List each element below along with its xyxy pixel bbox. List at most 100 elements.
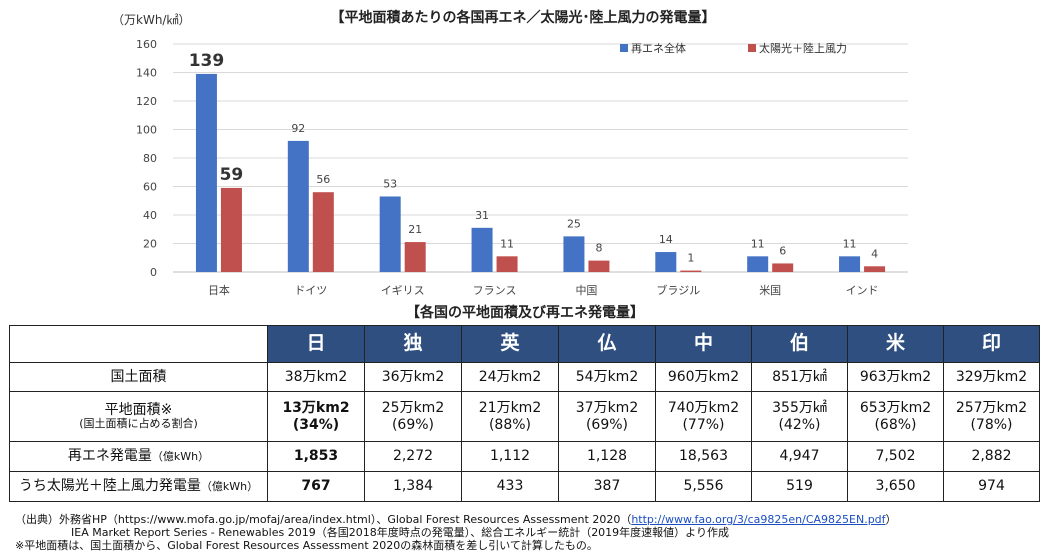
bar-value-label: 14 <box>659 233 673 246</box>
cell: 24万km2 <box>461 362 559 392</box>
bar <box>680 270 702 272</box>
cell: 974 <box>943 471 1040 502</box>
cell: 433 <box>461 471 559 502</box>
row-label-unit: （億kWh） <box>200 480 259 494</box>
cell-value: 355万㎢ <box>772 400 827 417</box>
bar <box>772 263 794 272</box>
cell: 18,563 <box>655 441 752 472</box>
bar <box>655 252 677 272</box>
footnote-note: ※平地面積は、国土面積から、Global Forest Resources As… <box>15 539 598 552</box>
cell-share: (68%) <box>874 416 917 433</box>
bar-value-label: 25 <box>567 217 581 230</box>
table-title: 【各国の平地面積及び再エネ発電量】 <box>406 305 644 321</box>
cell-value: 653万km2 <box>859 400 932 417</box>
cell: 257万km2 (78%) <box>943 391 1040 442</box>
header-row: 日 独 英 仏 中 伯 米 印 <box>9 325 1040 363</box>
category-label: イギリス <box>381 284 425 297</box>
bar <box>195 73 217 272</box>
cell: 4,947 <box>751 441 848 472</box>
category-label: ブラジル <box>656 283 700 297</box>
row-land-area: 国土面積 38万km2 36万km2 24万km2 54万km2 960万km2… <box>9 362 1040 392</box>
cell: 329万km2 <box>943 362 1040 392</box>
cell-value: 37万km2 <box>575 400 639 417</box>
bar-value-label: 139 <box>189 51 225 71</box>
header-uk: 英 <box>461 325 559 363</box>
legend: 再エネ全体 太陽光＋陸上風力 <box>620 41 847 55</box>
header-france: 仏 <box>558 325 656 363</box>
cell: 740万km2 (77%) <box>655 391 752 442</box>
row-renewable-generation: 再エネ発電量（億kWh） 1,853 2,272 1,112 1,128 18,… <box>9 441 1040 472</box>
cell: 355万㎢ (42%) <box>751 391 848 442</box>
row-solar-wind-generation: うち太陽光＋陸上風力発電量（億kWh） 767 1,384 433 387 5,… <box>9 471 1040 502</box>
cell: 387 <box>558 471 656 502</box>
cell: 519 <box>751 471 848 502</box>
y-tick-label: 0 <box>150 266 157 279</box>
cell: 960万km2 <box>655 362 752 392</box>
bar-value-label: 59 <box>220 165 244 185</box>
bar <box>588 260 610 272</box>
footnotes: （出典）外務省HP（https://www.mofa.go.jp/mofaj/a… <box>15 513 1045 552</box>
bar <box>471 227 493 272</box>
bar <box>747 256 769 272</box>
footnote-source-line-2: IEA Market Report Series - Renewables 20… <box>71 526 729 539</box>
cell: 37万km2 (69%) <box>558 391 656 442</box>
cell: 2,882 <box>943 441 1040 472</box>
cell-value: 257万km2 <box>955 400 1028 417</box>
header-japan: 日 <box>267 325 365 363</box>
bar-value-label: 92 <box>291 122 305 135</box>
cell: 1,112 <box>461 441 559 472</box>
cell-share: (42%) <box>778 416 821 433</box>
cell: 7,502 <box>847 441 944 472</box>
legend-swatch <box>620 44 628 52</box>
footnote-source-close: ） <box>885 513 897 526</box>
gridlines <box>173 43 908 273</box>
cell: 25万km2 (69%) <box>364 391 462 442</box>
y-tick-label: 40 <box>143 209 157 222</box>
bar <box>379 196 401 272</box>
cell: 767 <box>267 471 365 502</box>
bar <box>563 236 585 272</box>
footnote-source-line: （出典）外務省HP（https://www.mofa.go.jp/mofaj/a… <box>15 513 1045 526</box>
chart-title: 【平地面積あたりの各国再エネ／太陽光･陸上風力の発電量】 <box>331 9 716 26</box>
bar-value-label: 1 <box>687 252 694 265</box>
row-label: 平地面積※ (国土面積に占める割合) <box>9 391 268 442</box>
header-india: 印 <box>943 325 1040 363</box>
header-usa: 米 <box>847 325 944 363</box>
category-label: 米国 <box>759 284 781 297</box>
y-tick-label: 80 <box>143 152 157 165</box>
country-data-table: 日 独 英 仏 中 伯 米 印 国土面積 38万km2 36万km2 24万km… <box>9 325 1040 502</box>
fao-report-link[interactable]: http://www.fao.org/3/ca9825en/CA9825EN.p… <box>631 513 886 526</box>
footnote-source-text: （出典）外務省HP（https://www.mofa.go.jp/mofaj/a… <box>15 513 632 526</box>
row-label-main: 平地面積※ <box>104 402 173 419</box>
row-flat-area: 平地面積※ (国土面積に占める割合) 13万km2 (34%) 25万km2 (69… <box>9 391 1040 442</box>
cell-value: 13万km2 <box>282 400 350 417</box>
bar <box>220 187 242 272</box>
cell: 963万km2 <box>847 362 944 392</box>
bar <box>312 192 334 272</box>
y-tick-labels: 0 20 40 60 80 100 120 140 160 <box>136 38 157 279</box>
cell: 1,384 <box>364 471 462 502</box>
header-china: 中 <box>655 325 752 363</box>
cell: 653万km2 (68%) <box>847 391 944 442</box>
cell-share: (69%) <box>585 416 629 433</box>
category-label: 日本 <box>208 283 230 297</box>
cell: 54万km2 <box>558 362 656 392</box>
bar-value-label: 4 <box>871 247 878 260</box>
y-axis-label: （万kWh/㎢） <box>112 13 190 27</box>
bar <box>404 242 426 272</box>
cell: 1,128 <box>558 441 656 472</box>
cell-share: (77%) <box>682 416 725 433</box>
cell: 5,556 <box>655 471 752 502</box>
bars <box>195 73 886 272</box>
bar-value-label: 11 <box>751 237 765 250</box>
y-tick-label: 160 <box>136 38 157 51</box>
cell-share: (34%) <box>292 416 340 433</box>
cell-share: (88%) <box>488 416 532 433</box>
cell-share: (69%) <box>391 416 435 433</box>
bar-chart: 【平地面積あたりの各国再エネ／太陽光･陸上風力の発電量】 （万kWh/㎢） 0 2… <box>112 9 908 297</box>
bar-value-label: 21 <box>408 223 422 236</box>
cell: 3,650 <box>847 471 944 502</box>
legend-label: 太陽光＋陸上風力 <box>759 41 847 55</box>
y-tick-label: 140 <box>136 67 157 80</box>
category-label: フランス <box>473 284 517 297</box>
